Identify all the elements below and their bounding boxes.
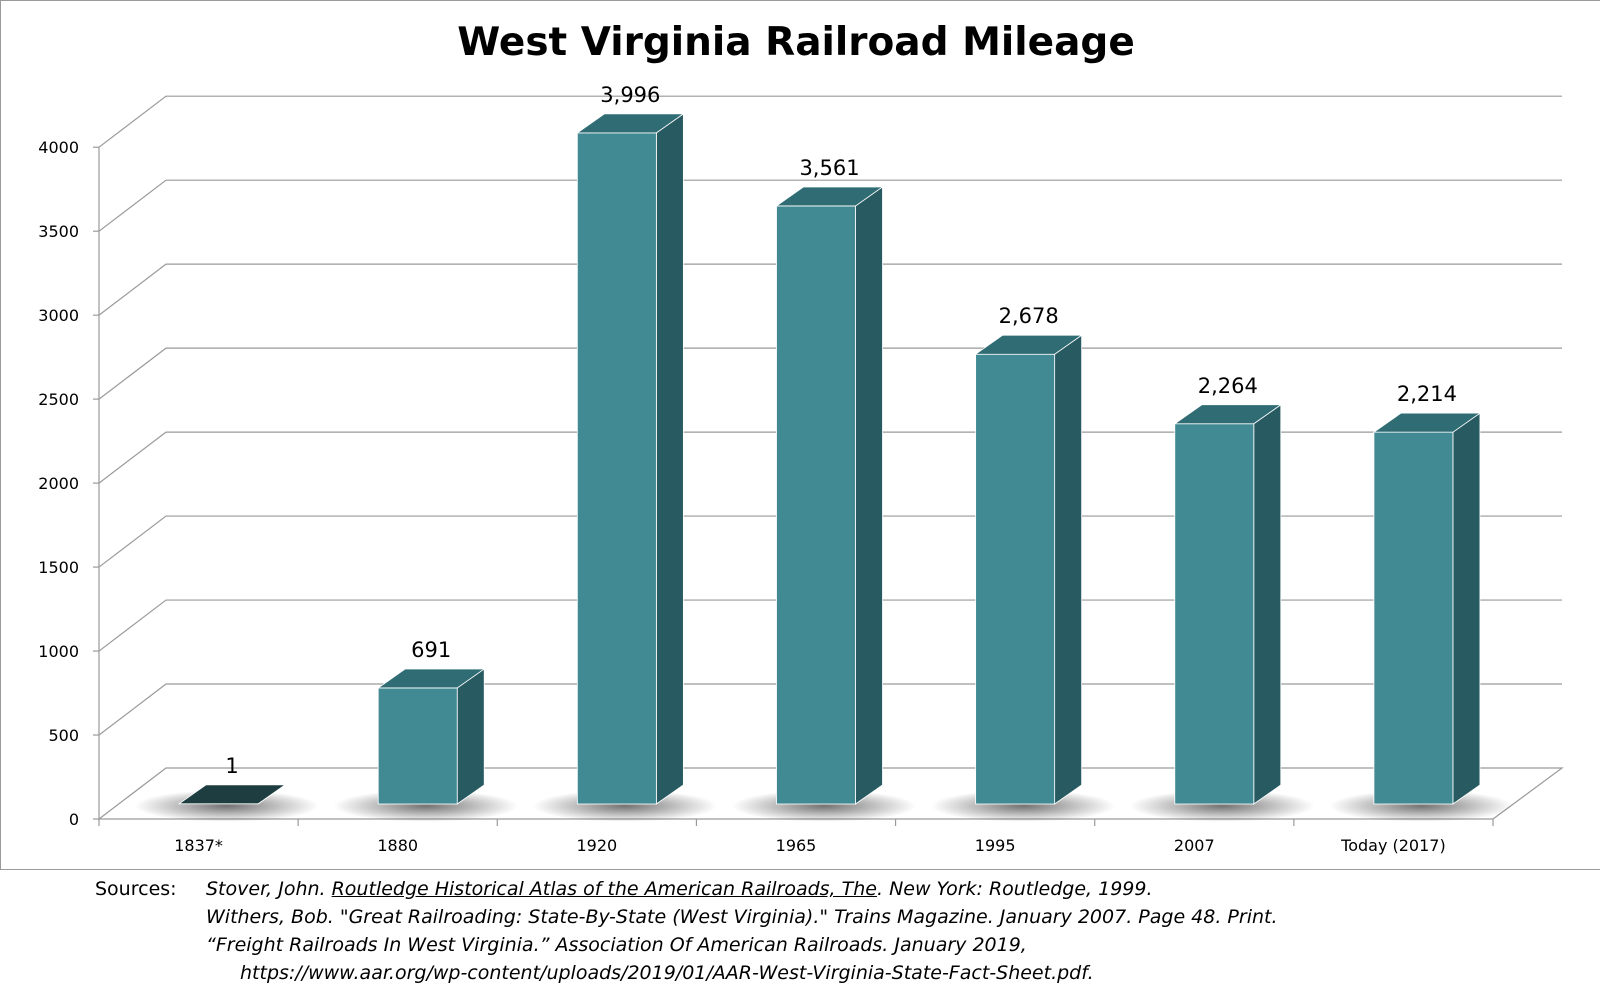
source-stover-author: Stover, John. [206, 878, 332, 900]
source-aar-url: https://www.aar.org/wp-content/uploads/2… [240, 962, 1094, 984]
chart-title: West Virginia Railroad Mileage [457, 20, 1135, 65]
source-stover-title: Routledge Historical Atlas of the Americ… [331, 878, 877, 900]
bar [975, 353, 1056, 805]
y-tick-label: 2000 [38, 474, 79, 493]
data-label: 1 [225, 754, 238, 778]
source-aar: “Freight Railroads In West Virginia.” As… [206, 934, 1027, 956]
x-category-label: 1837* [174, 836, 223, 855]
bar-top [1173, 404, 1283, 425]
gridline [98, 95, 1562, 148]
gridline [98, 179, 1562, 232]
bar-top [775, 186, 884, 207]
bar [1373, 431, 1454, 805]
bar-top [974, 334, 1083, 355]
bar-side [855, 186, 883, 805]
bar-shadow [134, 790, 319, 822]
data-label: 2,264 [1198, 374, 1258, 398]
bar-side [1452, 412, 1481, 805]
gridline [98, 431, 1562, 484]
x-category-label: 1995 [975, 836, 1016, 855]
bar-top [177, 784, 287, 805]
bar [576, 132, 657, 805]
gridline [98, 347, 1562, 400]
data-label: 3,996 [600, 83, 660, 107]
y-tick-label: 3500 [38, 222, 79, 241]
gridline [98, 683, 1562, 736]
bar-top [576, 113, 685, 134]
y-tick-label: 1500 [38, 558, 79, 577]
y-tick-label: 500 [48, 726, 79, 745]
data-label: 691 [411, 638, 451, 662]
x-category-label: Today (2017) [1340, 836, 1446, 855]
sources-label: Sources: [95, 878, 177, 900]
data-label: 2,214 [1397, 382, 1457, 406]
data-label: 3,561 [799, 156, 859, 180]
gridline [98, 263, 1562, 316]
source-stover-publisher: . New York: Routledge, 1999. [876, 878, 1153, 900]
bar-side [456, 668, 485, 805]
x-category-label: 1880 [377, 836, 418, 855]
bar-top [1372, 412, 1482, 433]
x-category-label: 1965 [776, 836, 817, 855]
y-tick-label: 1000 [38, 642, 79, 661]
y-tick-label: 3000 [38, 306, 79, 325]
bar [377, 687, 458, 805]
bar-top [376, 668, 486, 689]
y-tick-label: 4000 [38, 138, 79, 157]
bar-side [1253, 403, 1282, 805]
x-category-label: 1920 [576, 836, 617, 855]
bar [1174, 423, 1255, 805]
gridline [98, 599, 1562, 652]
sources-footnote: Sources: Stover, John. Routledge Histori… [0, 870, 1600, 1000]
x-category-label: 2007 [1174, 836, 1215, 855]
source-withers: Withers, Bob. "Great Railroading: State-… [206, 906, 1278, 928]
y-tick-label: 0 [69, 810, 79, 829]
bar [776, 205, 856, 805]
data-label: 2,678 [999, 304, 1059, 328]
source-stover: Stover, John. Routledge Historical Atlas… [206, 878, 1153, 900]
bar-side [655, 113, 684, 805]
bar-side [1054, 334, 1083, 805]
y-tick-label: 2500 [38, 390, 79, 409]
gridline [98, 515, 1562, 568]
chart-area: 0 500 1000 1500 2000 2500 3000 3500 4000 1 1837* 69… [0, 0, 1600, 870]
bar-chart: 0 500 1000 1500 2000 2500 3000 3500 4000 1 1837* 69… [38, 20, 1564, 855]
